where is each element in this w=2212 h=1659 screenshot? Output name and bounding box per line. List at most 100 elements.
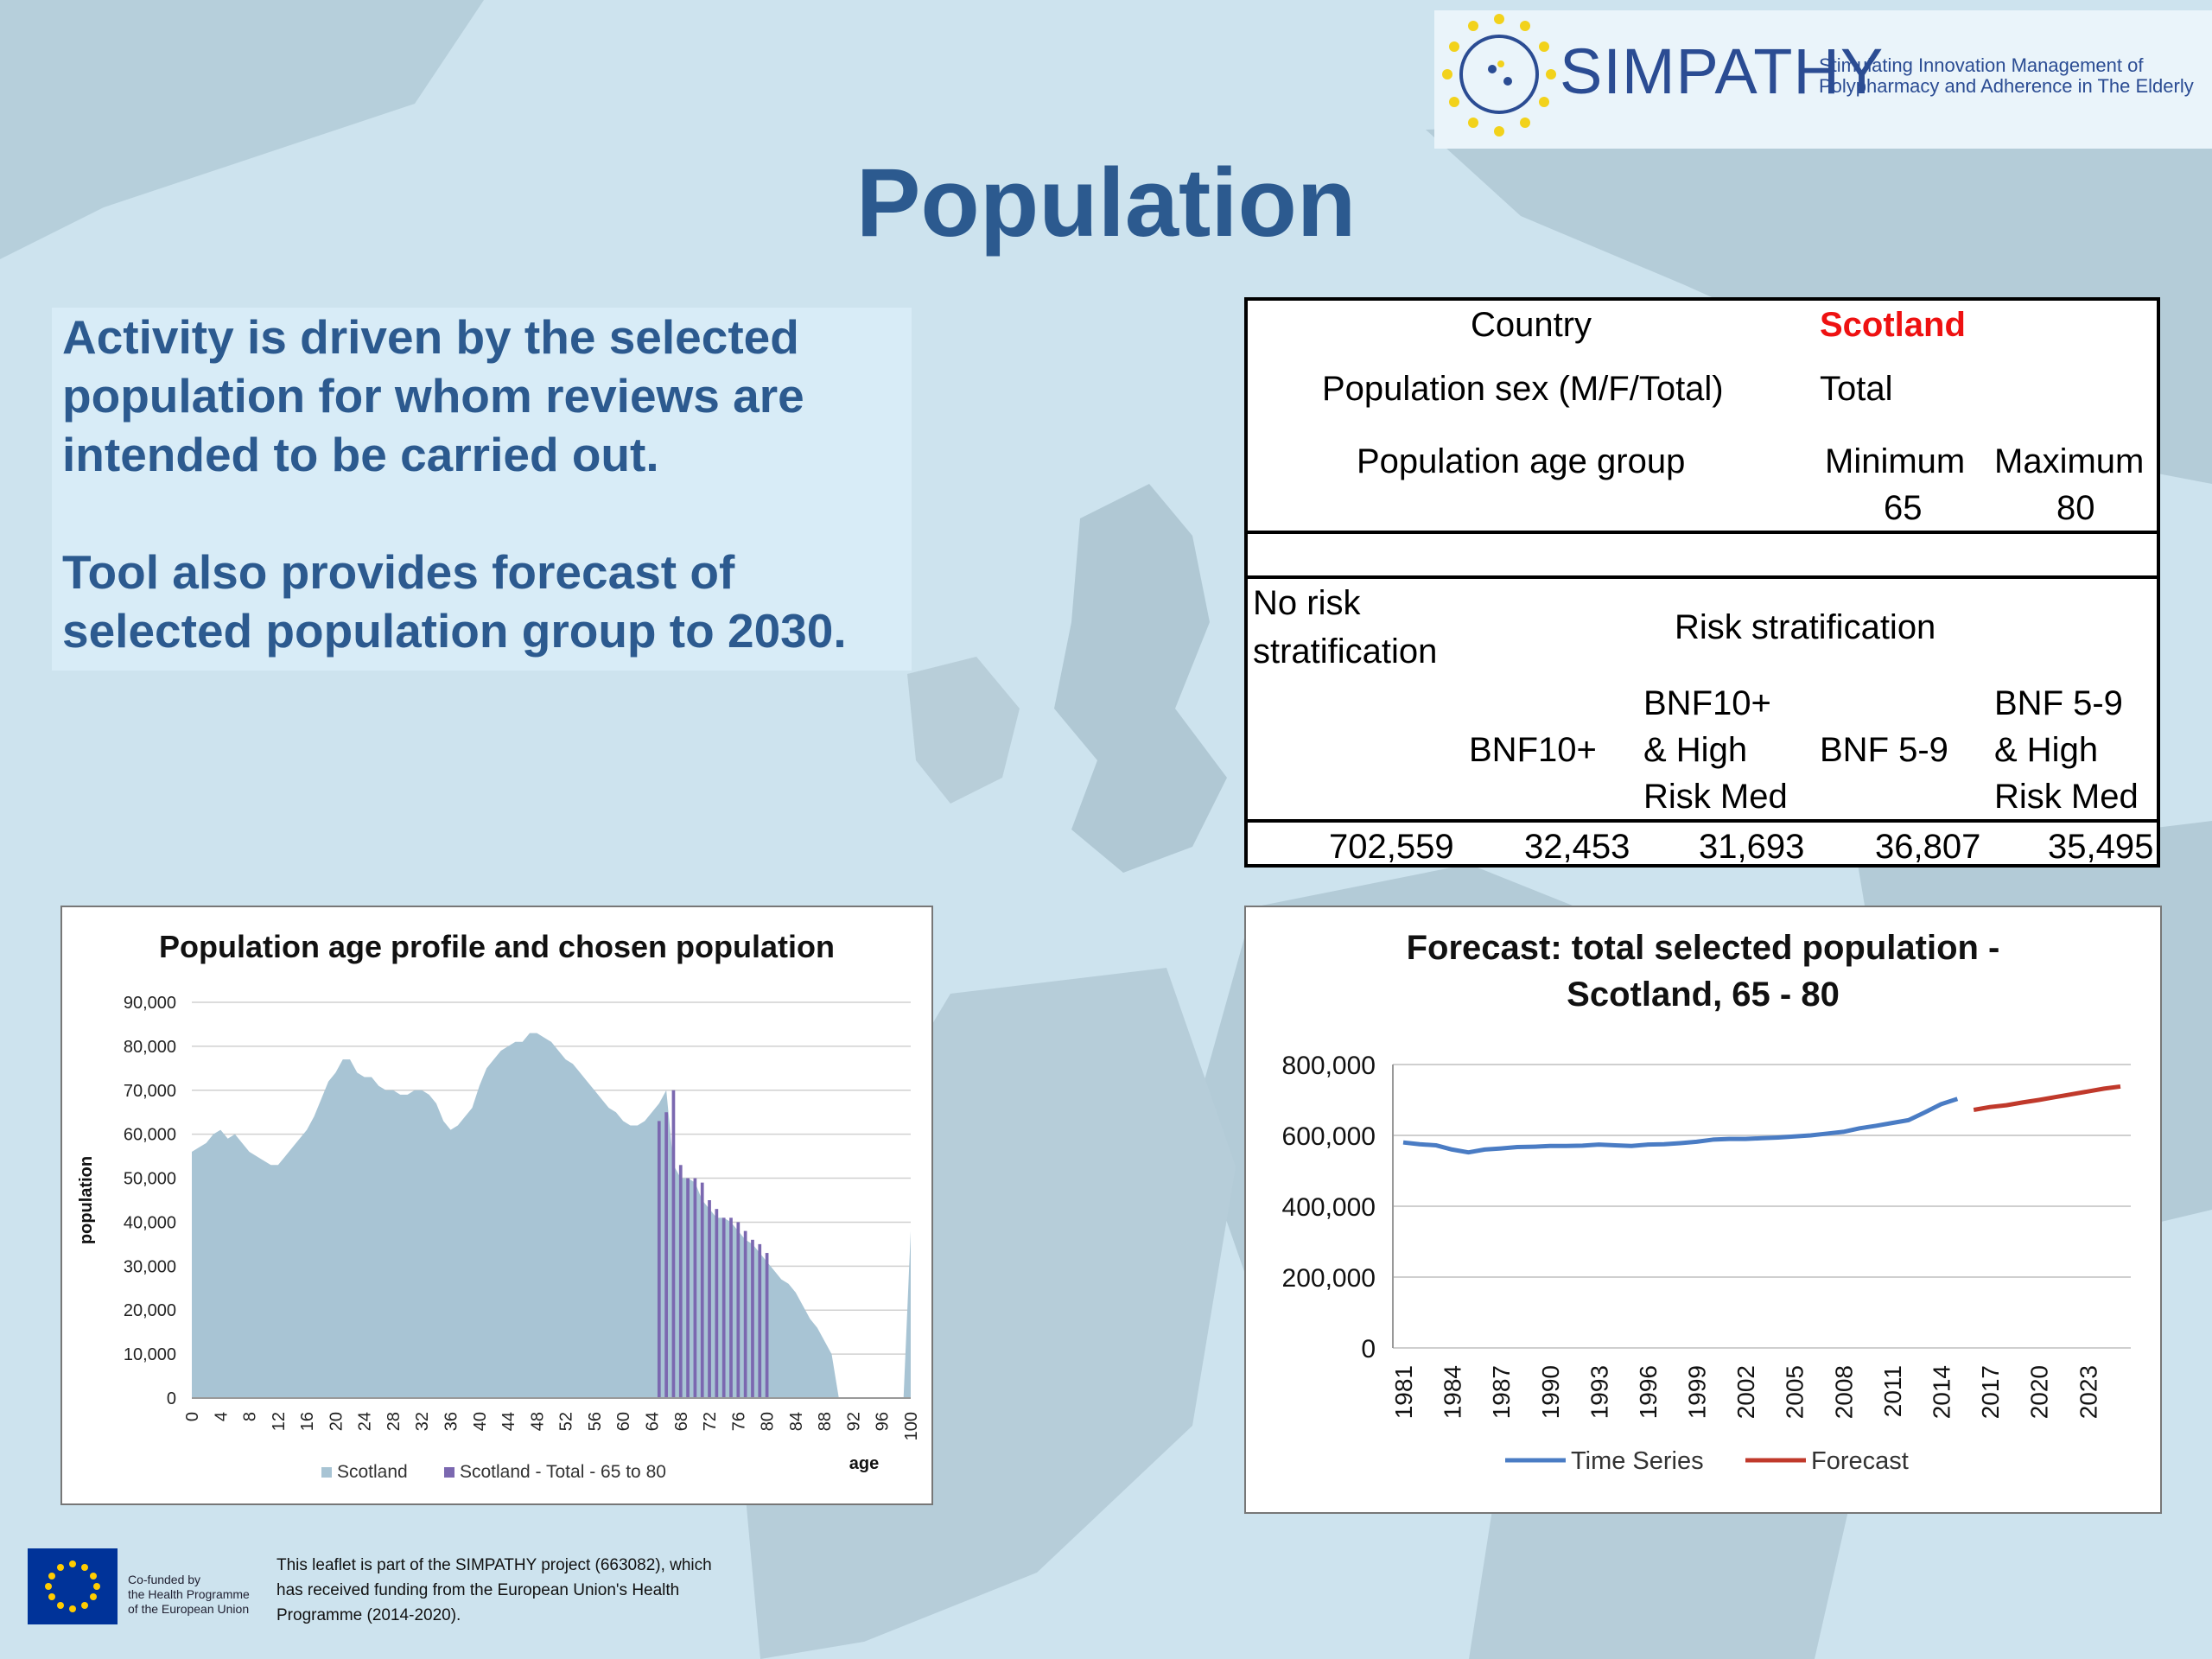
x-tick-label: 0 (183, 1412, 202, 1421)
col-bnf10-high-header-line2: & High (1643, 731, 1748, 769)
x-tick-label: 96 (874, 1412, 893, 1431)
x-tick-label: 84 (787, 1412, 806, 1431)
chart-title-line2: Scotland, 65 - 80 (1567, 976, 1840, 1014)
x-tick-label: 2005 (1782, 1365, 1808, 1419)
eu-cofunding-text: Co-funded by the Health Programme of the… (128, 1573, 257, 1617)
funding-note: This leaflet is part of the SIMPATHY pro… (276, 1556, 712, 1624)
col-bnf59-header: BNF 5-9 (1820, 731, 1948, 769)
y-tick-label: 30,000 (124, 1257, 176, 1276)
x-tick-label: 1984 (1440, 1365, 1466, 1419)
forecast-chart: Forecast: total selected population - Sco… (1282, 929, 2131, 1475)
age-min-label: Minimum (1825, 442, 1966, 480)
legend-label-selected: Scotland - Total - 65 to 80 (460, 1462, 666, 1482)
age-max-value: 80 (2056, 489, 2095, 527)
sex-value: Total (1820, 370, 1893, 408)
risk-stratification-label: Risk stratification (1675, 608, 1936, 646)
x-tick-label: 56 (586, 1412, 605, 1431)
y-tick-label: 600,000 (1282, 1122, 1376, 1151)
logo-tagline: Stimulating Innovation Management of Pol… (1819, 54, 2194, 97)
y-tick-label: 80,000 (124, 1038, 176, 1057)
x-tick-label: 2008 (1830, 1365, 1857, 1419)
col-bnf59-high-header: BNF 5-9 (1994, 684, 2123, 722)
selected-age-bar (693, 1178, 697, 1398)
no-risk-label: No risk (1253, 584, 1361, 622)
selected-age-bar (700, 1182, 704, 1398)
y-tick-label: 10,000 (124, 1345, 176, 1364)
x-tick-label: 72 (701, 1412, 720, 1431)
population-selection-table: Country Scotland Population sex (M/F/Tot… (1244, 297, 2160, 868)
value-bnf10-high: 31,693 (1699, 828, 1805, 866)
intro-text-box: Activity is driven by the selected popul… (52, 308, 912, 671)
selected-age-bar (765, 1253, 769, 1398)
age-min-value: 65 (1884, 489, 1923, 527)
x-tick-label: 2014 (1929, 1365, 1955, 1419)
x-tick-label: 68 (672, 1412, 691, 1431)
age-max-label: Maximum (1994, 442, 2145, 480)
x-tick-label: 76 (729, 1412, 748, 1431)
x-tick-label: 2020 (2026, 1365, 2053, 1419)
age-profile-chart-panel: Population age profile and chosen popula… (60, 906, 933, 1505)
selected-age-bar (671, 1090, 676, 1398)
selected-age-bar (657, 1121, 661, 1398)
intro-paragraph-1: Activity is driven by the selected popul… (62, 310, 804, 481)
table-divider (1248, 575, 2157, 579)
table-divider (1248, 531, 2157, 534)
x-axis-label: age (849, 1454, 879, 1473)
legend-label-forecast: Forecast (1811, 1447, 1909, 1475)
x-tick-label: 1990 (1537, 1365, 1564, 1419)
y-axis-label: population (77, 1156, 96, 1244)
x-tick-label: 44 (499, 1412, 518, 1431)
x-tick-label: 28 (385, 1412, 404, 1431)
x-tick-label: 24 (356, 1412, 375, 1431)
page-title: Population (855, 149, 1357, 257)
eu-flag (28, 1548, 118, 1624)
x-tick-label: 8 (241, 1412, 260, 1421)
value-bnf59: 36,807 (1875, 828, 1981, 866)
chart-title: Forecast: total selected population - (1407, 929, 2000, 967)
col-bnf10-header: BNF10+ (1469, 731, 1597, 769)
x-tick-label: 16 (298, 1412, 317, 1431)
x-tick-label: 20 (327, 1412, 346, 1431)
y-tick-label: 0 (167, 1389, 176, 1408)
country-value: Scotland (1820, 306, 1966, 344)
eu-text-line: Co-funded by (128, 1573, 201, 1586)
scotland-area (192, 1033, 911, 1398)
x-tick-label: 88 (816, 1412, 835, 1431)
eu-stars-icon (45, 1560, 100, 1612)
x-tick-label: 2017 (1977, 1365, 2004, 1419)
x-tick-label: 1996 (1635, 1365, 1662, 1419)
x-tick-label: 1999 (1684, 1365, 1711, 1419)
y-tick-label: 90,000 (124, 994, 176, 1013)
y-tick-label: 20,000 (124, 1301, 176, 1320)
x-tick-label: 36 (442, 1412, 461, 1431)
eu-text-line: the Health Programme (128, 1587, 250, 1601)
selected-age-bar (751, 1239, 754, 1398)
value-bnf10: 32,453 (1524, 828, 1630, 866)
y-tick-label: 40,000 (124, 1213, 176, 1232)
forecast-chart-panel: Forecast: total selected population - Sco… (1244, 906, 2162, 1514)
simpathy-logo (1434, 10, 2212, 149)
selected-age-bar (736, 1222, 741, 1398)
forecast-line (1973, 1084, 2121, 1112)
time-series-line (1402, 1096, 1959, 1155)
y-tick-label: 70,000 (124, 1082, 176, 1101)
value-no-risk: 702,559 (1329, 828, 1454, 866)
x-tick-label: 48 (528, 1412, 547, 1431)
stars-logo-icon (1442, 14, 1556, 137)
selected-age-bar (743, 1230, 747, 1398)
y-tick-label: 50,000 (124, 1170, 176, 1189)
legend-swatch-scotland (321, 1467, 332, 1478)
x-tick-label: 64 (643, 1412, 662, 1431)
y-tick-label: 0 (1361, 1335, 1376, 1363)
country-label: Country (1471, 306, 1592, 344)
selected-age-bar (715, 1209, 719, 1398)
x-tick-label: 12 (270, 1412, 289, 1431)
chart-title: Population age profile and chosen popula… (159, 929, 835, 964)
age-group-label: Population age group (1357, 442, 1686, 480)
selected-age-bar (721, 1217, 726, 1398)
intro-paragraph-2: Tool also provides forecast of selected … (62, 545, 847, 658)
y-tick-label: 200,000 (1282, 1264, 1376, 1293)
logo-wordmark: SIMPATHY (1560, 35, 1885, 107)
y-tick-label: 60,000 (124, 1126, 176, 1145)
col-bnf10-high-header: BNF10+ (1643, 684, 1771, 722)
